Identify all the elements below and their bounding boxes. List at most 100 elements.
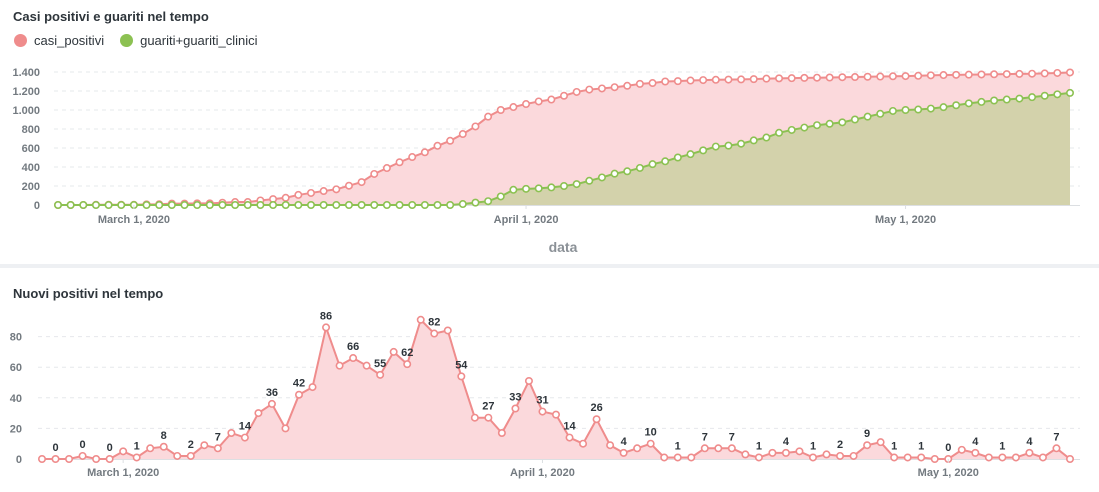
point-guariti+guariti_clinici	[559, 182, 568, 191]
point-casi_positivi	[370, 169, 379, 178]
point-nuovi_positivi	[37, 455, 46, 464]
point-nuovi_positivi	[714, 444, 723, 453]
data-label: 62	[401, 347, 413, 359]
point-guariti+guariti_clinici	[926, 104, 935, 113]
point-guariti+guariti_clinici	[876, 109, 885, 118]
point-guariti+guariti_clinici	[800, 123, 809, 132]
point-guariti+guariti_clinici	[218, 201, 227, 210]
point-guariti+guariti_clinici	[1040, 91, 1049, 100]
point-nuovi_positivi	[903, 453, 912, 462]
point-guariti+guariti_clinici	[319, 201, 328, 210]
data-label: 7	[702, 431, 708, 443]
point-nuovi_positivi	[457, 372, 466, 381]
point-nuovi_positivi	[863, 441, 872, 450]
point-nuovi_positivi	[159, 442, 168, 451]
data-label: 36	[266, 387, 278, 399]
point-nuovi_positivi	[538, 407, 547, 416]
point-guariti+guariti_clinici	[433, 201, 442, 210]
point-casi_positivi	[395, 158, 404, 167]
point-guariti+guariti_clinici	[762, 133, 771, 142]
point-nuovi_positivi	[849, 451, 858, 460]
point-nuovi_positivi	[957, 445, 966, 454]
point-nuovi_positivi	[646, 439, 655, 448]
point-nuovi_positivi	[430, 329, 439, 338]
point-guariti+guariti_clinici	[914, 105, 923, 114]
point-guariti+guariti_clinici	[939, 103, 948, 112]
point-nuovi_positivi	[362, 361, 371, 370]
point-guariti+guariti_clinici	[585, 176, 594, 185]
data-label: 27	[482, 401, 494, 413]
point-nuovi_positivi	[146, 444, 155, 453]
point-guariti+guariti_clinici	[79, 201, 88, 210]
x-tick-label: May 1, 2020	[918, 467, 979, 479]
point-nuovi_positivi	[254, 409, 263, 418]
data-label: 1	[891, 440, 897, 452]
legend-item-guariti[interactable]: guariti+guariti_clinici	[120, 33, 258, 48]
point-guariti+guariti_clinici	[749, 136, 758, 145]
x-tick-label: May 1, 2020	[875, 214, 936, 226]
point-nuovi_positivi	[65, 455, 74, 464]
point-nuovi_positivi	[592, 415, 601, 424]
point-guariti+guariti_clinici	[294, 201, 303, 210]
legend-swatch-guariti	[120, 34, 134, 47]
point-guariti+guariti_clinici	[901, 106, 910, 115]
data-label: 26	[590, 402, 602, 414]
point-casi_positivi	[749, 75, 758, 84]
point-casi_positivi	[737, 75, 746, 84]
point-nuovi_positivi	[322, 323, 331, 332]
data-label: 7	[1053, 431, 1059, 443]
point-guariti+guariti_clinici	[825, 119, 834, 128]
point-nuovi_positivi	[700, 444, 709, 453]
point-casi_positivi	[610, 83, 619, 92]
data-label: 1	[999, 440, 1005, 452]
point-nuovi_positivi	[484, 413, 493, 422]
chart-title: Nuovi positivi nel tempo	[13, 286, 164, 301]
point-casi_positivi	[635, 79, 644, 88]
point-guariti+guariti_clinici	[509, 185, 518, 194]
data-label: 1	[810, 440, 816, 452]
point-nuovi_positivi	[633, 444, 642, 453]
point-guariti+guariti_clinici	[699, 146, 708, 155]
point-nuovi_positivi	[335, 361, 344, 370]
point-guariti+guariti_clinici	[370, 201, 379, 210]
point-nuovi_positivi	[660, 453, 669, 462]
y-tick-label: 80	[10, 332, 22, 344]
legend-swatch-casi-positivi	[14, 34, 27, 47]
data-label: 4	[621, 436, 628, 448]
point-casi_positivi	[559, 91, 568, 100]
point-guariti+guariti_clinici	[1053, 90, 1062, 99]
point-guariti+guariti_clinici	[724, 141, 733, 150]
point-casi_positivi	[724, 75, 733, 84]
point-guariti+guariti_clinici	[205, 201, 214, 210]
point-nuovi_positivi	[497, 428, 506, 437]
point-guariti+guariti_clinici	[775, 128, 784, 137]
point-nuovi_positivi	[1011, 453, 1020, 462]
point-guariti+guariti_clinici	[888, 106, 897, 115]
point-casi_positivi	[1015, 69, 1024, 78]
point-guariti+guariti_clinici	[332, 201, 341, 210]
data-label: 4	[783, 436, 790, 448]
point-guariti+guariti_clinici	[382, 201, 391, 210]
point-guariti+guariti_clinici	[977, 97, 986, 106]
point-guariti+guariti_clinici	[167, 201, 176, 210]
point-guariti+guariti_clinici	[344, 201, 353, 210]
point-nuovi_positivi	[470, 413, 479, 422]
point-nuovi_positivi	[930, 455, 939, 464]
point-nuovi_positivi	[551, 410, 560, 419]
point-casi_positivi	[597, 84, 606, 93]
point-casi_positivi	[775, 74, 784, 83]
point-guariti+guariti_clinici	[1028, 93, 1037, 102]
point-casi_positivi	[939, 71, 948, 80]
y-tick-label: 1.000	[12, 105, 40, 117]
point-nuovi_positivi	[78, 451, 87, 460]
point-guariti+guariti_clinici	[534, 184, 543, 193]
legend-item-casi-positivi[interactable]: casi_positivi	[14, 33, 104, 48]
point-nuovi_positivi	[984, 453, 993, 462]
chart-legend: casi_positivi guariti+guariti_clinici	[14, 33, 274, 48]
point-guariti+guariti_clinici	[1066, 88, 1075, 97]
point-casi_positivi	[522, 100, 531, 109]
point-nuovi_positivi	[606, 441, 615, 450]
data-label: 7	[215, 431, 221, 443]
point-casi_positivi	[914, 71, 923, 80]
